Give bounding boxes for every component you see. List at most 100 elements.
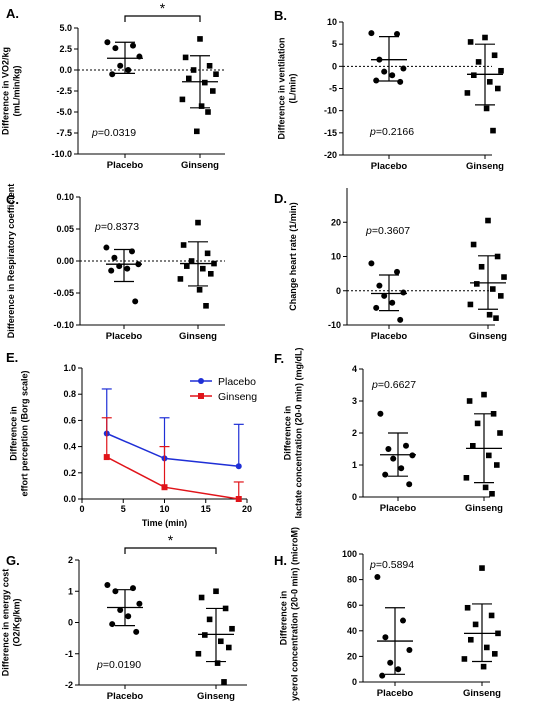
panel-d-point-placebo bbox=[400, 289, 407, 296]
panel-c-y-axis-label-line: Difference in Respiratory coefficient bbox=[6, 184, 16, 339]
panel-a-point-ginseng bbox=[202, 79, 208, 86]
panel-b-point-ginseng bbox=[498, 67, 504, 74]
panel-b-point-placebo bbox=[397, 78, 404, 85]
panel-h-x-tick-label: Placebo bbox=[377, 688, 414, 699]
panel-g-point-placebo bbox=[136, 600, 143, 607]
panel-e-x-tick-label: 20 bbox=[242, 504, 252, 514]
panel-d-point-placebo bbox=[381, 292, 388, 299]
panel-f-point-ginseng bbox=[494, 462, 500, 468]
panel-g-point-ginseng bbox=[222, 605, 229, 612]
panel-d-p-value-symbol: p bbox=[365, 225, 372, 237]
panel-d-point-placebo bbox=[368, 260, 375, 267]
panel-g-point-ginseng bbox=[195, 650, 202, 657]
panel-d-point-ginseng bbox=[498, 293, 504, 299]
panel-e-point-ginseng bbox=[235, 496, 242, 502]
panel-a-y-tick-label: 0.0 bbox=[59, 65, 72, 75]
panel-c-y-axis-label: Difference in Respiratory coefficient bbox=[6, 184, 16, 339]
panel-b-group-ginseng bbox=[464, 34, 504, 134]
panel-e-y-axis-label: Difference ineffort perception (Borg sca… bbox=[9, 370, 30, 496]
panel-a-p-value-text: =0.0319 bbox=[98, 127, 136, 139]
panel-e-legend-label: Placebo bbox=[218, 376, 256, 388]
panel-g-y-axis-label: Difference in energy cost(O2/Kg/km) bbox=[1, 569, 22, 677]
panel-g-point-placebo bbox=[104, 582, 111, 588]
panel-g-y-tick-label: 0 bbox=[68, 618, 73, 628]
panel-g-point-placebo bbox=[125, 613, 132, 620]
panel-e-point-ginseng bbox=[103, 454, 110, 461]
panel-f-x-tick-label: Ginseng bbox=[465, 503, 503, 514]
panel-e-line-placebo bbox=[106, 432, 239, 467]
panel-d-point-ginseng bbox=[467, 301, 474, 308]
panel-g-point-ginseng bbox=[206, 616, 213, 623]
panel-a-point-ginseng bbox=[206, 63, 213, 69]
panel-h-point-ginseng bbox=[495, 630, 501, 637]
panel-h: H. 0 20 40 60 80 100 Difference inglycerol conc… bbox=[274, 527, 501, 701]
panel-a-significance-bracket bbox=[124, 15, 201, 22]
panel-b-y-tick-label: 5 bbox=[332, 39, 337, 49]
panel-h-point-ginseng bbox=[461, 656, 468, 662]
panel-b: B. -20 -15 -10 -5 0 5 10 Difference in ventilati… bbox=[274, 8, 504, 172]
panel-f-point-ginseng bbox=[489, 491, 495, 497]
panel-b-point-ginseng bbox=[490, 127, 496, 134]
panel-h-point-placebo bbox=[382, 634, 389, 641]
panel-b-point-placebo bbox=[373, 77, 380, 84]
panel-f-y-tick-label: 1 bbox=[352, 460, 357, 470]
panel-c: C. -0.10 -0.05 0.00 0.05 0.10 Difference in Re… bbox=[6, 184, 225, 342]
panel-h-point-ginseng bbox=[480, 663, 487, 670]
panel-e-point-ginseng bbox=[161, 484, 168, 491]
panel-a-p-value-symbol: p bbox=[91, 127, 98, 139]
panel-f-point-ginseng bbox=[482, 484, 489, 491]
panel-f-p-value: p=0.6627 bbox=[371, 379, 416, 391]
panel-b-y-tick-label: 10 bbox=[327, 17, 337, 27]
panel-g-y-tick-label: -1 bbox=[65, 649, 73, 659]
panel-f-letter: F. bbox=[274, 351, 284, 366]
panel-h-point-placebo bbox=[395, 666, 402, 673]
panel-c-p-value: p=0.8373 bbox=[94, 221, 139, 233]
panel-d-y-tick-label: 0 bbox=[336, 286, 341, 296]
panel-e-legend-item: Ginseng bbox=[190, 391, 257, 403]
panel-a-y-tick-label: -10.0 bbox=[51, 149, 72, 159]
panel-a-p-value: p=0.0319 bbox=[91, 127, 136, 139]
panel-b-point-ginseng bbox=[483, 105, 490, 112]
panel-c-point-placebo bbox=[111, 254, 118, 261]
panel-e-y-tick-label: 0.0 bbox=[63, 494, 76, 504]
panel-h-group-ginseng bbox=[461, 565, 501, 670]
panel-f-y-axis-label-line: Difference in bbox=[283, 406, 293, 461]
panel-e-x-tick-label: 0 bbox=[79, 504, 84, 514]
panel-d-p-value: p=0.3607 bbox=[365, 225, 410, 237]
panel-a-point-ginseng bbox=[197, 36, 203, 42]
panel-g-x-tick-label: Placebo bbox=[107, 691, 144, 701]
panel-c-point-placebo bbox=[135, 261, 142, 268]
panel-d-point-placebo bbox=[394, 268, 400, 275]
panel-c-y-tick-label: 0.10 bbox=[56, 192, 74, 202]
panel-c-point-placebo bbox=[132, 298, 139, 305]
panel-g-point-placebo bbox=[130, 585, 136, 592]
panel-c-point-ginseng bbox=[184, 263, 190, 269]
panel-f-group-placebo bbox=[377, 410, 416, 488]
panel-d-group-ginseng bbox=[467, 217, 507, 321]
panel-b-x-tick-label: Ginseng bbox=[466, 161, 504, 172]
panel-a-group-ginseng bbox=[179, 36, 219, 135]
panel-b-point-ginseng bbox=[467, 39, 474, 45]
panel-f-point-ginseng bbox=[481, 391, 487, 398]
panel-a-point-ginseng bbox=[186, 75, 192, 82]
panel-b-point-placebo bbox=[376, 56, 383, 63]
panel-b-y-tick-label: 0 bbox=[332, 61, 337, 71]
panel-b-point-ginseng bbox=[464, 90, 471, 96]
panel-h-p-value: p=0.5894 bbox=[369, 559, 414, 571]
panel-f-point-ginseng bbox=[490, 411, 497, 417]
panel-f-point-placebo bbox=[390, 455, 397, 462]
panel-b-point-ginseng bbox=[487, 79, 493, 85]
panel-d-y-tick-label: -10 bbox=[328, 320, 341, 330]
panel-e: E. 0.0 0.2 0.4 0.6 0.8 1.0 Difference ineffort … bbox=[6, 350, 257, 528]
panel-d-y-axis-label-line: Change heart rate (1/min) bbox=[288, 202, 298, 311]
panel-g-point-ginseng bbox=[213, 588, 219, 595]
panel-a-point-placebo bbox=[130, 42, 136, 49]
panel-c-y-tick-label: 0.00 bbox=[56, 256, 74, 266]
panel-c-x-tick-label: Ginseng bbox=[179, 331, 217, 342]
panel-h-point-placebo bbox=[406, 647, 413, 653]
panel-d-p-value-text: =0.3607 bbox=[372, 225, 410, 237]
panel-c-point-ginseng bbox=[195, 219, 201, 226]
panel-c-y-tick-label: -0.05 bbox=[53, 288, 74, 298]
panel-b-p-value-text: =0.2166 bbox=[376, 126, 414, 138]
panel-f-point-ginseng bbox=[463, 475, 470, 481]
